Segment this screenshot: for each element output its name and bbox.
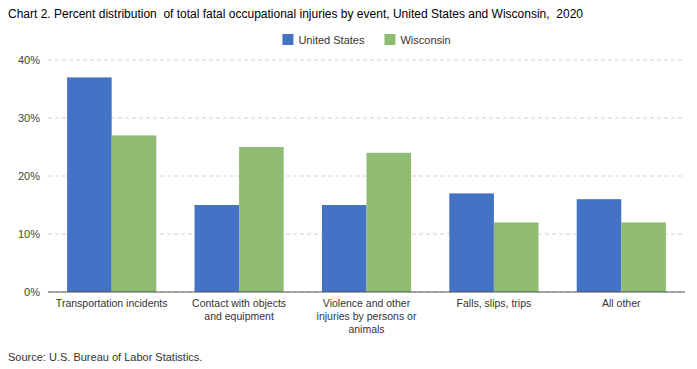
x-tick-label-line: animals: [348, 323, 384, 335]
bar: [449, 193, 494, 292]
bar: [621, 222, 666, 292]
x-axis-line: [48, 292, 685, 293]
legend-item: United States: [282, 34, 365, 46]
grid-line: [48, 60, 685, 61]
y-tick-label: 20%: [18, 170, 40, 182]
x-tick-label-line: All other: [602, 297, 641, 309]
legend-label: Wisconsin: [400, 34, 450, 46]
x-tick-label-line: Violence and other: [323, 297, 411, 309]
y-tick-label: 40%: [18, 54, 40, 66]
bar: [195, 205, 240, 292]
legend-label: United States: [298, 34, 365, 46]
bars: [67, 77, 666, 292]
bar: [577, 199, 622, 292]
y-tick-label: 30%: [18, 112, 40, 124]
bar: [112, 135, 157, 292]
x-tick-label-line: Falls, slips, trips: [457, 297, 532, 309]
bar: [239, 147, 284, 292]
bar: [67, 77, 112, 292]
x-tick-label-line: Contact with objects: [192, 297, 286, 309]
x-tick-label: Transportation incidents: [56, 297, 168, 309]
legend-swatch: [282, 34, 293, 45]
grid-line: [48, 118, 685, 119]
x-tick-label: Contact with objectsand equipment: [192, 297, 286, 322]
x-tick-label-line: injuries by persons or: [317, 310, 417, 322]
legend-item: Wisconsin: [384, 34, 450, 46]
legend-swatch: [384, 34, 395, 45]
bar: [367, 153, 412, 292]
source: Source: U.S. Bureau of Labor Statistics.: [8, 351, 202, 363]
y-tick-label: 0%: [24, 286, 40, 298]
bar: [322, 205, 367, 292]
grid-line: [48, 292, 685, 293]
x-tick-label-line: Transportation incidents: [56, 297, 168, 309]
x-tick-label: All other: [602, 297, 641, 309]
x-tick-label: Falls, slips, trips: [457, 297, 532, 309]
bar: [494, 222, 539, 292]
grid: [48, 60, 685, 292]
legend: United States Wisconsin: [282, 34, 450, 46]
title: Chart 2. Percent distribution of total f…: [8, 7, 583, 21]
y-tick-label: 10%: [18, 228, 40, 240]
x-tick-label: Violence and otherinjuries by persons or…: [317, 297, 417, 335]
chart-svg: Chart 2. Percent distribution of total f…: [0, 0, 697, 369]
x-tick-label-line: and equipment: [204, 310, 274, 322]
